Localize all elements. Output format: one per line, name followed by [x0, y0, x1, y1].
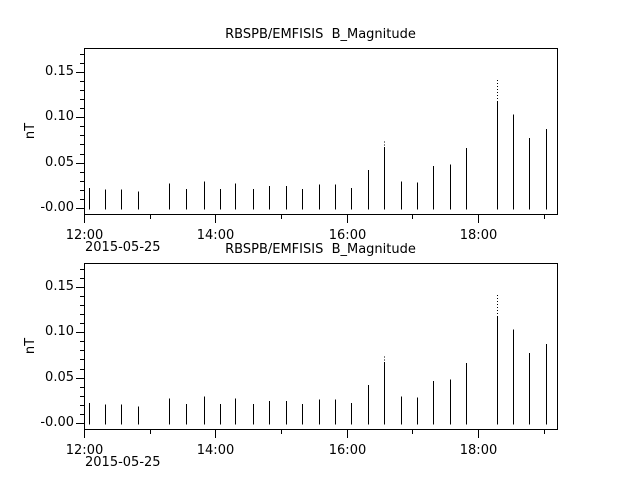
x-axis-date-label: 2015-05-25: [85, 455, 161, 470]
plot-frame-top: [84, 48, 558, 215]
plot-frame-bottom: [84, 263, 558, 430]
x-tick-label: 18:00: [459, 443, 498, 458]
x-tick-label: 12:00: [65, 228, 104, 243]
x-tick-label: 14:00: [196, 228, 235, 243]
x-axis-date-label: 2015-05-25: [85, 240, 161, 255]
y-tick-label: 0.10: [45, 324, 74, 339]
y-tick-label: 0.15: [45, 64, 74, 79]
y-tick-label: 0.15: [45, 279, 74, 294]
x-tick-label: 14:00: [196, 443, 235, 458]
x-tick-label: 16:00: [328, 228, 367, 243]
x-tick-label: 16:00: [328, 443, 367, 458]
y-tick-label: -0.00: [40, 200, 74, 215]
x-tick-label: 12:00: [65, 443, 104, 458]
panel-bottom-title: RBSPB/EMFISIS B_Magnitude: [225, 242, 416, 257]
y-tick-label: 0.05: [45, 370, 74, 385]
x-tick-label: 18:00: [459, 228, 498, 243]
y-tick-label: -0.00: [40, 415, 74, 430]
y-tick-label: 0.10: [45, 109, 74, 124]
panel-top-title: RBSPB/EMFISIS B_Magnitude: [225, 27, 416, 42]
y-tick-label: 0.05: [45, 155, 74, 170]
